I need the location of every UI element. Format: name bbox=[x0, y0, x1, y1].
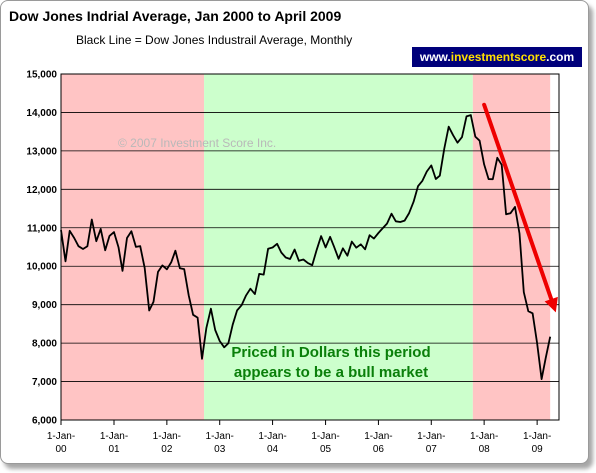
y-tick-label: 15,000 bbox=[26, 70, 57, 81]
x-tick-label: 03 bbox=[214, 444, 226, 455]
x-tick-label: 1-Jan- bbox=[47, 431, 75, 442]
y-tick-label: 8,000 bbox=[32, 339, 57, 350]
chart-subtitle: Black Line = Dow Jones Industrail Averag… bbox=[76, 33, 353, 47]
y-tick-label: 7,000 bbox=[32, 377, 57, 388]
x-tick-label: 08 bbox=[479, 444, 491, 455]
badge-suffix: .com bbox=[546, 50, 575, 64]
annotation-line: appears to be a bull market bbox=[234, 364, 428, 381]
x-tick-label: 1-Jan- bbox=[311, 431, 339, 442]
y-tick-label: 13,000 bbox=[26, 146, 57, 157]
y-tick-label: 9,000 bbox=[32, 300, 57, 311]
badge-brand: investmentscore bbox=[450, 50, 547, 64]
chart-title: Dow Jones Indrial Average, Jan 2000 to A… bbox=[9, 8, 342, 24]
x-tick-label: 09 bbox=[532, 444, 544, 455]
annotation-line: Priced in Dollars this period bbox=[231, 344, 430, 361]
shaded-region-3 bbox=[472, 74, 551, 420]
y-tick-label: 6,000 bbox=[32, 416, 57, 427]
x-tick-label: 00 bbox=[55, 444, 67, 455]
shaded-region-2 bbox=[204, 74, 473, 420]
x-tick-label: 1-Jan- bbox=[417, 431, 445, 442]
x-tick-label: 05 bbox=[320, 444, 332, 455]
website-badge[interactable]: www.investmentscore.com bbox=[412, 47, 582, 67]
x-tick-label: 1-Jan- bbox=[258, 431, 286, 442]
x-tick-label: 1-Jan- bbox=[470, 431, 498, 442]
x-tick-label: 06 bbox=[373, 444, 385, 455]
y-tick-label: 11,000 bbox=[27, 223, 57, 234]
dow-jones-line bbox=[60, 114, 552, 381]
x-tick-label: 04 bbox=[267, 444, 279, 455]
y-tick-label: 12,000 bbox=[26, 185, 57, 196]
x-tick-label: 1-Jan- bbox=[153, 431, 181, 442]
x-tick-label: 1-Jan- bbox=[523, 431, 551, 442]
x-tick-label: 02 bbox=[161, 444, 173, 455]
x-tick-label: 07 bbox=[426, 444, 438, 455]
badge-prefix: www. bbox=[419, 50, 451, 64]
trend-arrow-shaft bbox=[482, 102, 554, 302]
x-tick-label: 1-Jan- bbox=[364, 431, 392, 442]
copyright-watermark: © 2007 Investment Score Inc. bbox=[118, 136, 276, 150]
x-tick-label: 01 bbox=[108, 444, 120, 455]
trend-arrow-head bbox=[544, 296, 558, 313]
plot-border bbox=[60, 73, 560, 421]
shaded-region-1 bbox=[61, 74, 205, 420]
y-tick-label: 10,000 bbox=[26, 262, 57, 273]
x-tick-label: 1-Jan- bbox=[206, 431, 234, 442]
x-tick-label: 1-Jan- bbox=[100, 431, 128, 442]
y-tick-label: 14,000 bbox=[26, 108, 57, 119]
